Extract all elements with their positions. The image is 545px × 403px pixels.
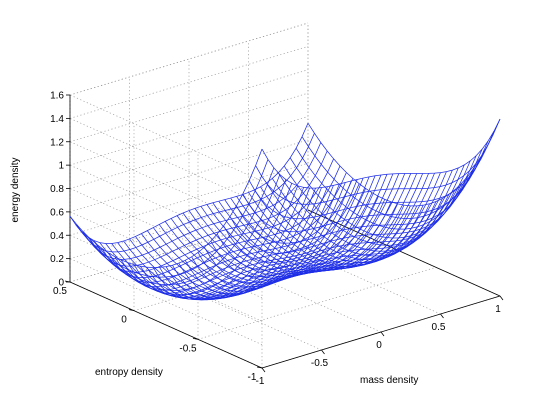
mesh-line-const-x (170, 177, 364, 283)
x-tick (440, 313, 444, 319)
mesh-line-const-x (194, 174, 388, 276)
wall-grid-z (69, 139, 309, 213)
x-tick (321, 349, 325, 355)
y-tick-label: -1 (248, 372, 257, 383)
x-tick-label: 0 (376, 340, 382, 351)
z-tick-label: 0.6 (50, 207, 64, 218)
axis-layer (64, 94, 504, 373)
mesh-line-const-x (218, 173, 412, 272)
box-top-edge (69, 22, 309, 96)
y-tick-label: 0 (121, 315, 127, 326)
floor-grid-x (248, 227, 441, 315)
x-axis-label: mass density (360, 375, 418, 386)
mesh-line-const-x (117, 187, 310, 301)
mesh-line-const-x (230, 173, 423, 271)
mesh-line-const-x (307, 118, 501, 207)
mesh-line-const-x (260, 169, 453, 264)
wall-grid-z (69, 186, 309, 259)
y-axis-label: entropy density (95, 367, 163, 378)
floor-grid-y (133, 238, 373, 312)
mesh-line-const-x (81, 167, 275, 286)
x-tick (380, 331, 385, 337)
tick-labels: -1-0.500.51-1-0.500.500.20.40.60.811.21.… (50, 91, 501, 388)
mesh-line-const-x (248, 172, 441, 268)
y-tick (192, 337, 199, 340)
y-tick-label: 0.5 (53, 286, 67, 297)
mesh-line-const-x (206, 173, 400, 274)
mesh-line-const-x (123, 187, 316, 300)
z-tick-label: 1 (58, 161, 64, 172)
mesh-line-const-x (254, 171, 447, 266)
wall-grid-z2 (69, 94, 263, 182)
z-tick-label: 1.2 (50, 137, 64, 148)
y-tick (128, 309, 135, 312)
y-tick (256, 366, 263, 369)
mesh-line-const-x (266, 167, 459, 261)
mesh-line-const-x (236, 173, 429, 270)
wall-grid-z2 (69, 118, 263, 205)
x-end-edge (307, 209, 501, 297)
z-tick-label: 1.4 (50, 114, 64, 125)
mesh-line-const-x (301, 130, 495, 219)
x-tick-label: -0.5 (311, 358, 329, 369)
floor-grid-x (129, 263, 322, 351)
mesh-line-const-x (176, 176, 370, 281)
mesh-line-const-x (200, 173, 394, 275)
wall-grid-z2 (69, 188, 263, 275)
x-tick (261, 367, 266, 373)
mesh-line-const-x (105, 185, 299, 300)
wall-grid-z (69, 69, 309, 143)
mesh-line-const-x (242, 172, 435, 269)
y-tick-label: -0.5 (179, 343, 197, 354)
mesh-line-const-x (182, 175, 376, 279)
z-tick-label: 1.6 (50, 91, 64, 102)
wall-grid-z2 (69, 258, 263, 345)
surface-mesh (69, 118, 501, 301)
y-axis-line (69, 281, 263, 369)
wall-grid-z2 (69, 234, 263, 322)
x-tick-label: -1 (256, 376, 265, 387)
mesh-line-const-x (164, 179, 358, 285)
mesh-line-const-x (295, 140, 489, 230)
mesh-line-const-x (87, 174, 281, 291)
mesh-line-const-x (93, 179, 287, 295)
z-tick-label: 0 (58, 278, 64, 289)
floor-grid-y (197, 266, 437, 340)
wall-grid-z (69, 46, 309, 119)
wall-grid-z2 (69, 164, 263, 252)
wall-grid-z (69, 92, 309, 166)
z-axis-label: energy density (10, 157, 21, 222)
mesh-line-const-x (129, 187, 322, 298)
wall-grid-z (69, 116, 309, 189)
z-tick-label: 0.4 (50, 231, 64, 242)
x-tick-label: 0.5 (432, 322, 446, 333)
wall-grid-z (69, 22, 309, 96)
x-tick-label: 1 (495, 304, 501, 315)
mesh-line-const-x (188, 174, 382, 278)
z-tick-label: 0.2 (50, 254, 64, 265)
mesh-line-const-y (261, 118, 501, 189)
floor-grid-x (188, 245, 382, 333)
mesh-line-const-x (224, 173, 418, 271)
x-tick (499, 295, 504, 301)
wall-grid-z2 (69, 141, 263, 229)
mesh-line-const-x (289, 148, 483, 239)
mesh-line-const-x (158, 180, 352, 288)
mesh-line-const-x (271, 164, 465, 257)
mesh-line-const-x (152, 182, 346, 290)
z-tick-label: 0.8 (50, 184, 64, 195)
